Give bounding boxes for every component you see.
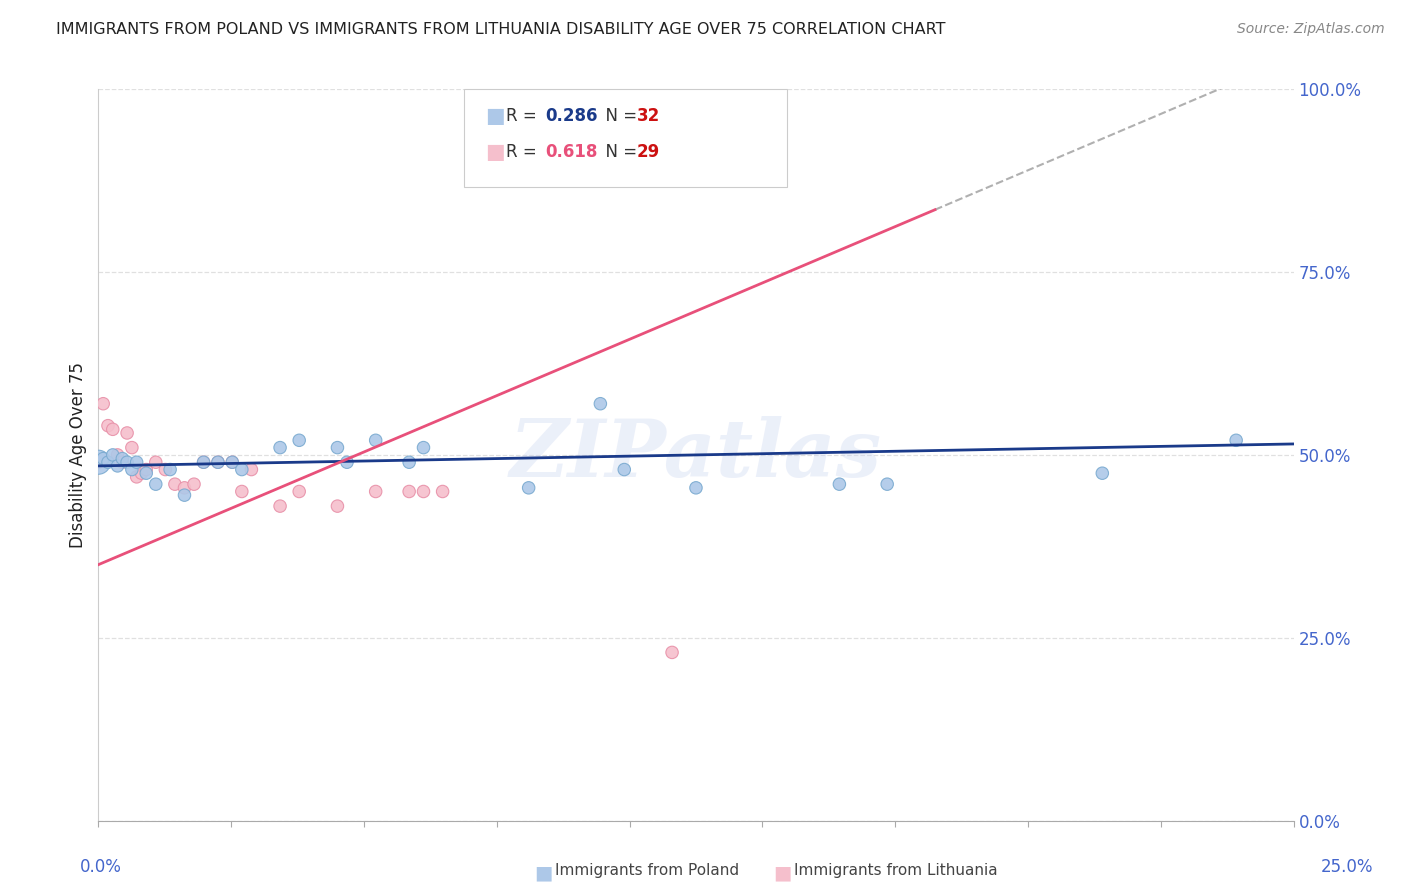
- Point: [145, 455, 167, 469]
- Point: [173, 481, 195, 495]
- Point: [111, 451, 134, 466]
- Point: [364, 484, 387, 499]
- Point: [613, 462, 636, 476]
- Point: [221, 455, 243, 469]
- Point: [517, 481, 540, 495]
- Point: [828, 477, 851, 491]
- Point: [326, 499, 349, 513]
- Text: 29: 29: [637, 143, 661, 161]
- Text: 0.618: 0.618: [546, 143, 598, 161]
- Point: [97, 418, 120, 433]
- Point: [107, 448, 129, 462]
- Text: ■: ■: [773, 863, 792, 882]
- Point: [101, 422, 124, 436]
- Point: [115, 425, 138, 440]
- Point: [173, 488, 195, 502]
- Point: [207, 455, 229, 469]
- Text: N =: N =: [595, 107, 643, 125]
- Point: [125, 455, 148, 469]
- Point: [183, 477, 205, 491]
- Point: [135, 466, 157, 480]
- Text: 0.0%: 0.0%: [80, 858, 122, 876]
- Point: [1091, 466, 1114, 480]
- Point: [159, 462, 181, 476]
- Point: [91, 451, 114, 466]
- Text: 25.0%: 25.0%: [1320, 858, 1374, 876]
- Point: [269, 441, 291, 455]
- Point: [269, 499, 291, 513]
- Text: IMMIGRANTS FROM POLAND VS IMMIGRANTS FROM LITHUANIA DISABILITY AGE OVER 75 CORRE: IMMIGRANTS FROM POLAND VS IMMIGRANTS FRO…: [56, 22, 946, 37]
- Point: [121, 441, 143, 455]
- Point: [91, 397, 114, 411]
- Point: [111, 455, 134, 469]
- Text: Immigrants from Lithuania: Immigrants from Lithuania: [794, 863, 998, 879]
- Point: [231, 484, 253, 499]
- Point: [661, 645, 683, 659]
- Point: [288, 484, 311, 499]
- Point: [87, 455, 110, 469]
- Point: [412, 484, 434, 499]
- Point: [432, 484, 454, 499]
- Point: [207, 455, 229, 469]
- Point: [876, 477, 898, 491]
- Point: [364, 434, 387, 448]
- Point: [288, 434, 311, 448]
- Point: [685, 481, 707, 495]
- Point: [125, 470, 148, 484]
- Point: [589, 397, 612, 411]
- Point: [115, 455, 138, 469]
- Point: [326, 441, 349, 455]
- Text: ■: ■: [485, 142, 505, 161]
- Point: [193, 455, 215, 469]
- Point: [97, 455, 120, 469]
- Point: [101, 448, 124, 462]
- Point: [155, 462, 177, 476]
- Point: [163, 477, 186, 491]
- Point: [221, 455, 243, 469]
- Point: [398, 455, 420, 469]
- Text: R =: R =: [506, 143, 543, 161]
- Text: 0.286: 0.286: [546, 107, 598, 125]
- Y-axis label: Disability Age Over 75: Disability Age Over 75: [69, 362, 87, 548]
- Point: [87, 455, 110, 469]
- Point: [240, 462, 263, 476]
- Text: ■: ■: [485, 106, 505, 126]
- Point: [193, 455, 215, 469]
- Point: [231, 462, 253, 476]
- Point: [131, 466, 153, 480]
- Text: 32: 32: [637, 107, 661, 125]
- Text: R =: R =: [506, 107, 543, 125]
- Point: [135, 462, 157, 476]
- Text: Source: ZipAtlas.com: Source: ZipAtlas.com: [1237, 22, 1385, 37]
- Point: [398, 484, 420, 499]
- Text: N =: N =: [595, 143, 643, 161]
- Text: ■: ■: [534, 863, 553, 882]
- Point: [336, 455, 359, 469]
- Point: [1225, 434, 1247, 448]
- Point: [412, 441, 434, 455]
- Text: Immigrants from Poland: Immigrants from Poland: [555, 863, 740, 879]
- Point: [107, 458, 129, 473]
- Point: [145, 477, 167, 491]
- Point: [121, 462, 143, 476]
- Text: ZIPatlas: ZIPatlas: [510, 417, 882, 493]
